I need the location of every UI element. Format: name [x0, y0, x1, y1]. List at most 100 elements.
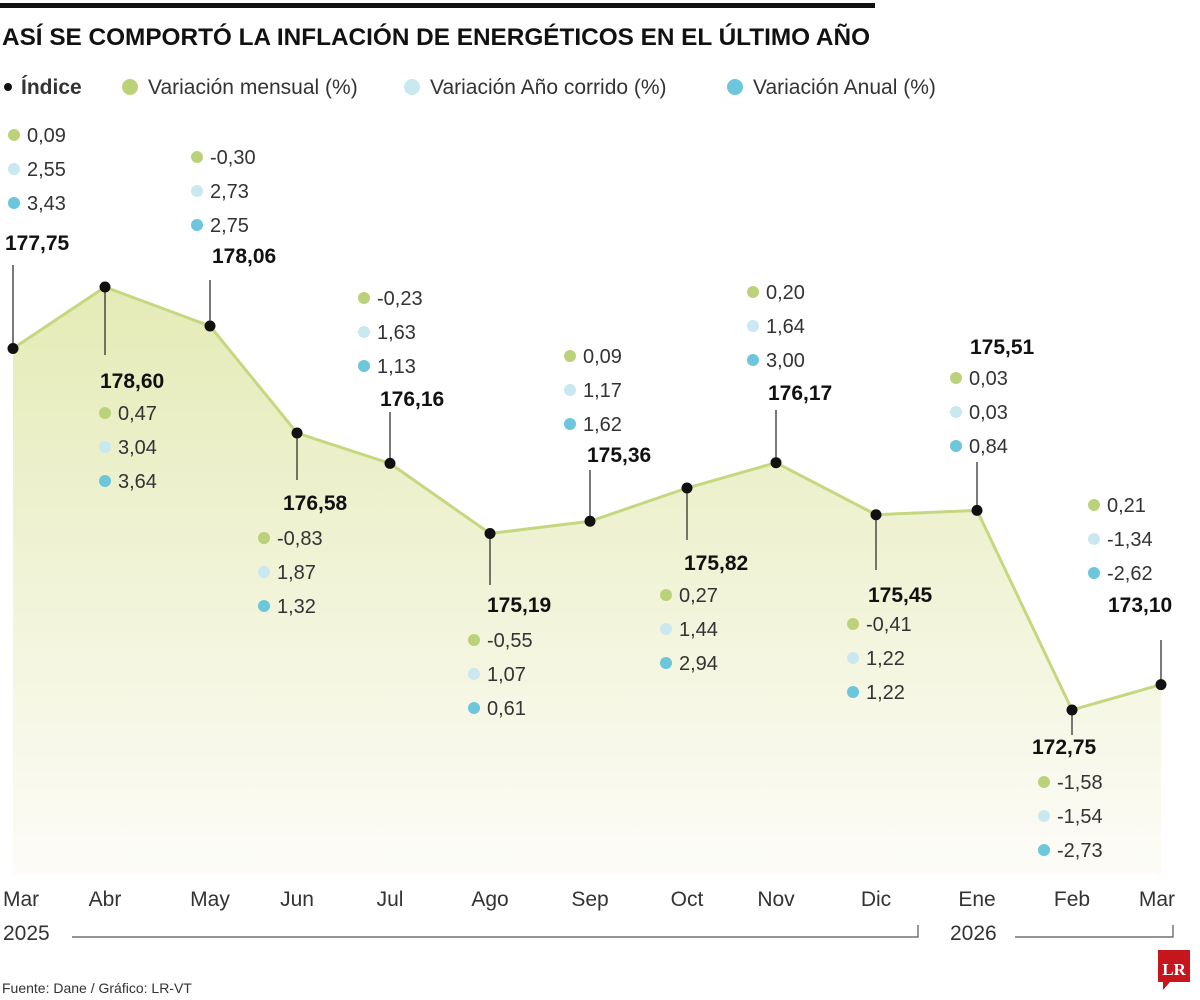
data-point-group: 176,17 0,20 1,64 3,00 — [747, 282, 832, 469]
series-marker — [8, 163, 20, 175]
value-label: 0,20 — [766, 282, 805, 304]
value-label: 2,94 — [679, 653, 718, 675]
series-marker — [99, 441, 111, 453]
index-point — [1066, 704, 1078, 716]
index-point — [291, 427, 303, 439]
data-point-group: 172,75 -1,58 -1,54 -2,73 — [1032, 704, 1103, 862]
value-label: 3,04 — [118, 437, 157, 459]
value-label: -0,83 — [277, 528, 323, 550]
value-label: 1,64 — [766, 316, 805, 338]
series-marker — [950, 372, 962, 384]
legend-label: Variación Anual (%) — [753, 76, 936, 99]
series-marker — [358, 292, 370, 304]
index-point — [384, 457, 396, 469]
index-label: 178,06 — [212, 245, 276, 268]
index-point — [584, 515, 596, 527]
index-label: 175,36 — [587, 444, 651, 467]
year-label: 2026 — [950, 922, 997, 945]
index-label: 177,75 — [5, 232, 70, 255]
value-label: 0,03 — [969, 368, 1008, 390]
series-marker — [1038, 810, 1050, 822]
value-label: 1,17 — [583, 380, 622, 402]
index-point — [681, 482, 693, 494]
series-marker — [468, 634, 480, 646]
data-point-group: 175,45 -0,41 1,22 1,22 — [847, 509, 933, 704]
index-label: 173,10 — [1108, 594, 1172, 617]
series-marker — [8, 129, 20, 141]
x-tick-label: Ene — [958, 888, 995, 911]
series-marker — [191, 151, 203, 163]
value-label: -2,73 — [1057, 840, 1103, 862]
value-label: 1,63 — [377, 322, 416, 344]
series-marker — [99, 407, 111, 419]
series-marker — [1088, 533, 1100, 545]
x-tick-label: Nov — [757, 888, 795, 911]
legend-label: Variación Año corrido (%) — [430, 76, 667, 99]
series-marker — [747, 320, 759, 332]
series-marker — [950, 406, 962, 418]
value-label: 1,87 — [277, 562, 316, 584]
data-point-group: 175,82 0,27 1,44 2,94 — [660, 482, 748, 675]
series-marker — [1088, 499, 1100, 511]
series-marker — [847, 652, 859, 664]
index-point — [204, 320, 216, 332]
value-label: -1,34 — [1107, 529, 1153, 551]
title-bar — [0, 3, 875, 8]
data-point-group: 175,51 0,03 0,03 0,84 — [950, 336, 1035, 516]
series-marker — [99, 475, 111, 487]
value-label: 1,22 — [866, 648, 905, 670]
x-tick-label: Oct — [671, 888, 704, 911]
series-marker — [660, 623, 672, 635]
value-label: 2,75 — [210, 215, 249, 237]
value-label: 0,21 — [1107, 495, 1146, 517]
value-label: 3,00 — [766, 350, 805, 372]
x-tick-label: Sep — [571, 888, 608, 911]
series-marker — [191, 185, 203, 197]
legend-marker — [727, 79, 743, 95]
x-tick-label: Dic — [861, 888, 891, 911]
value-label: -1,58 — [1057, 772, 1103, 794]
legend-marker — [404, 79, 420, 95]
series-marker — [358, 360, 370, 372]
legend-marker — [122, 79, 138, 95]
series-marker — [1038, 844, 1050, 856]
x-tick-label: Jul — [377, 888, 404, 911]
value-label: 1,22 — [866, 682, 905, 704]
value-label: 0,47 — [118, 403, 157, 425]
series-marker — [847, 618, 859, 630]
index-point — [484, 528, 496, 540]
index-label: 175,19 — [487, 594, 551, 617]
value-label: -1,54 — [1057, 806, 1103, 828]
series-marker — [1088, 567, 1100, 579]
value-label: -0,23 — [377, 288, 423, 310]
legend-marker — [4, 83, 12, 91]
series-marker — [747, 286, 759, 298]
data-point-group: 175,36 0,09 1,17 1,62 — [564, 346, 651, 527]
series-marker — [8, 197, 20, 209]
value-label: 0,09 — [27, 125, 66, 147]
year-bracket — [1015, 925, 1174, 938]
data-point-group: 177,75 0,09 2,55 3,43 — [5, 125, 70, 354]
index-point — [971, 504, 983, 516]
index-point — [870, 509, 882, 521]
legend-label: Variación mensual (%) — [148, 76, 358, 99]
lr-logo: LR — [1158, 950, 1190, 990]
svg-text:LR: LR — [1162, 960, 1186, 979]
data-point-group: 173,10 0,21 -1,34 -2,62 — [1088, 495, 1172, 691]
value-label: 2,73 — [210, 181, 249, 203]
series-marker — [564, 384, 576, 396]
data-point-group: 176,58 -0,83 1,87 1,32 — [258, 427, 348, 618]
series-marker — [660, 589, 672, 601]
data-point-group: 176,16 -0,23 1,63 1,13 — [358, 288, 444, 469]
series-marker — [258, 532, 270, 544]
series-marker — [847, 686, 859, 698]
index-point — [7, 342, 19, 354]
value-label: 1,32 — [277, 596, 316, 618]
series-marker — [468, 702, 480, 714]
plot-area: 177,750,092,553,43178,600,473,043,64178,… — [5, 125, 1172, 875]
series-marker — [258, 566, 270, 578]
value-label: 1,13 — [377, 356, 416, 378]
x-tick-label: May — [190, 888, 230, 911]
index-label: 176,17 — [768, 382, 832, 405]
